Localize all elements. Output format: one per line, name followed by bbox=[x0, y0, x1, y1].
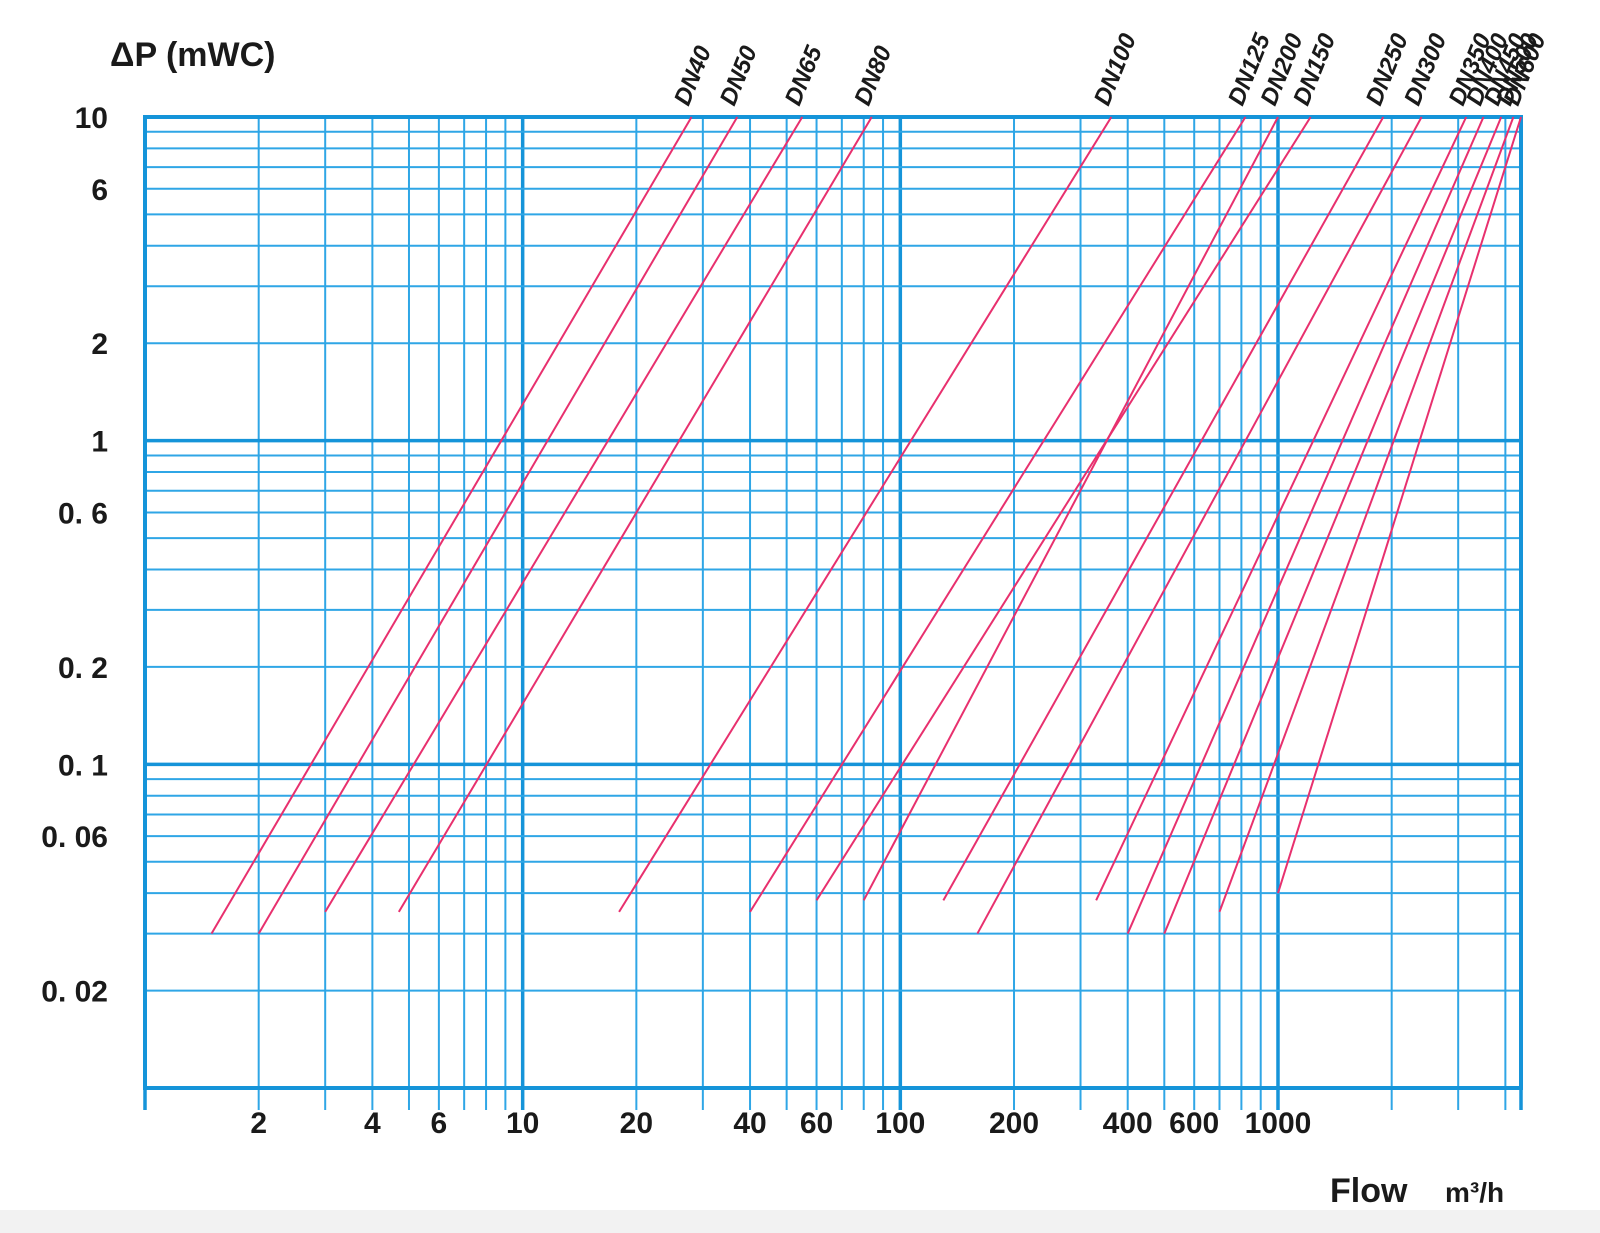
x-tick-label: 60 bbox=[800, 1107, 833, 1140]
series-line bbox=[749, 116, 1247, 913]
series-line bbox=[324, 116, 804, 913]
x-axis-unit: m³/h bbox=[1445, 1177, 1504, 1208]
series-label: DN100 bbox=[1089, 29, 1142, 109]
series-line bbox=[257, 116, 739, 935]
x-axis-title: Flow bbox=[1330, 1172, 1408, 1210]
x-tick-label: 100 bbox=[875, 1107, 925, 1140]
y-tick-label: 0. 6 bbox=[58, 497, 108, 530]
x-tick-label: 1000 bbox=[1245, 1107, 1312, 1140]
y-tick-label: 10 bbox=[75, 102, 108, 135]
series-line bbox=[1126, 116, 1485, 934]
series-line bbox=[862, 116, 1279, 901]
grid bbox=[143, 115, 1523, 1110]
y-tick-label: 0. 02 bbox=[41, 976, 108, 1009]
series-line bbox=[1277, 116, 1522, 894]
x-tick-label: 2 bbox=[250, 1107, 267, 1140]
x-tick-label: 6 bbox=[431, 1107, 448, 1140]
series-line bbox=[618, 116, 1113, 913]
series-line bbox=[976, 116, 1423, 935]
x-tick-labels: 2 4 6 10 20 40 60 100 200 400 600 1000 bbox=[250, 1107, 1311, 1140]
series-line bbox=[942, 116, 1385, 901]
series-line bbox=[397, 116, 873, 913]
plot-frame bbox=[143, 115, 1523, 1090]
y-tick-labels: 10 6 2 1 0. 6 0. 2 0. 1 0. 06 0. 02 bbox=[41, 102, 108, 1009]
x-tick-label: 400 bbox=[1103, 1107, 1153, 1140]
x-tick-label: 600 bbox=[1169, 1107, 1219, 1140]
y-axis-title: ΔP (mWC) bbox=[110, 36, 275, 74]
y-tick-label: 0. 06 bbox=[41, 821, 108, 854]
series-label: DN80 bbox=[849, 42, 897, 110]
bottom-band bbox=[0, 1210, 1600, 1233]
series-label: DN40 bbox=[669, 42, 717, 110]
y-tick-label: 0. 1 bbox=[58, 749, 108, 782]
series-line bbox=[210, 116, 693, 935]
y-tick-label: 6 bbox=[91, 174, 108, 207]
series-line bbox=[815, 116, 1312, 901]
x-tick-label: 20 bbox=[620, 1107, 653, 1140]
x-tick-label: 200 bbox=[989, 1107, 1039, 1140]
series-label: DN65 bbox=[780, 42, 828, 110]
x-tick-label: 10 bbox=[506, 1107, 539, 1140]
y-tick-label: 0. 2 bbox=[58, 652, 108, 685]
series-line bbox=[1163, 116, 1503, 934]
series-label: DN50 bbox=[715, 42, 763, 110]
y-tick-label: 2 bbox=[91, 328, 108, 361]
x-tick-label: 40 bbox=[733, 1107, 766, 1140]
curves bbox=[210, 116, 1522, 935]
y-tick-label: 1 bbox=[91, 426, 108, 459]
series-line bbox=[1218, 116, 1515, 913]
series-line bbox=[1095, 116, 1468, 901]
x-tick-label: 4 bbox=[364, 1107, 381, 1140]
